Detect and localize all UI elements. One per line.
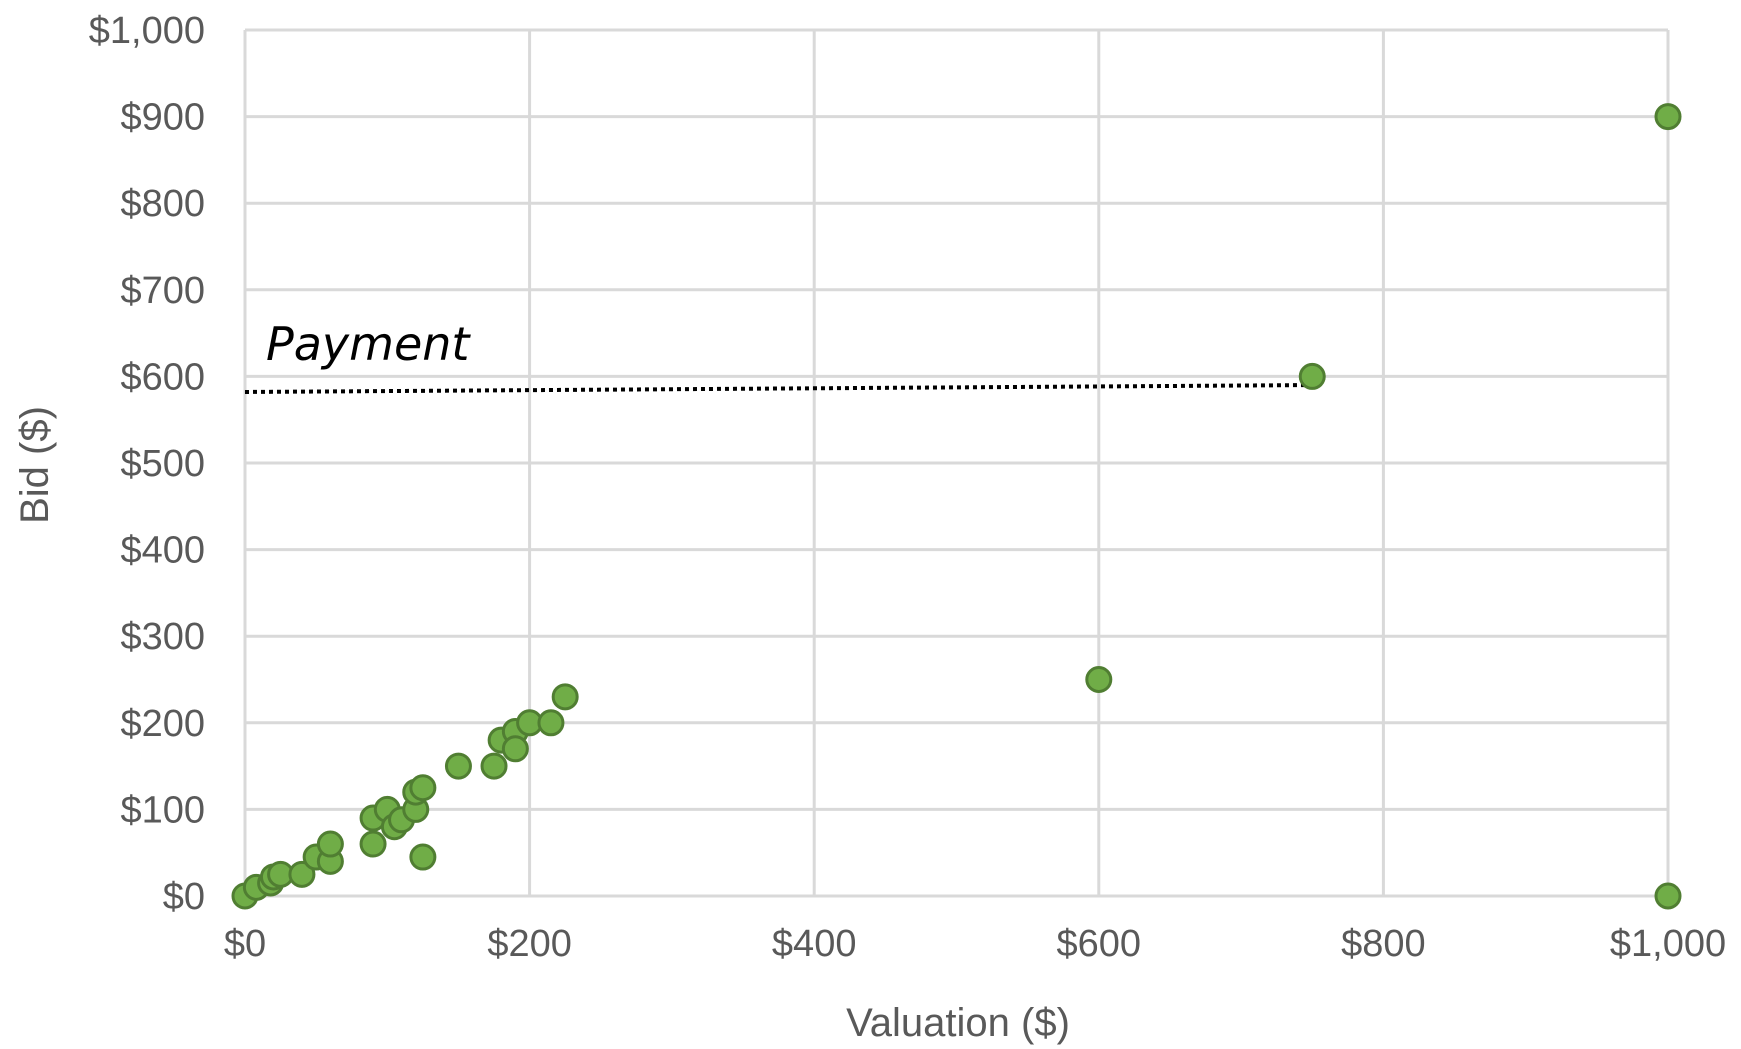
x-tick-label: $1,000 [1610, 923, 1726, 965]
data-point [1298, 362, 1326, 390]
x-tick-label: $200 [487, 923, 572, 965]
y-tick-label: $500 [120, 443, 205, 485]
x-tick-label: $400 [772, 923, 857, 965]
y-tick-label: $400 [120, 530, 205, 572]
y-tick-label: $600 [120, 356, 205, 398]
y-tick-label: $300 [120, 616, 205, 658]
data-point [409, 843, 437, 871]
payment-annotation: Payment [244, 317, 1313, 394]
data-point [537, 709, 565, 737]
x-tick-label: $0 [224, 923, 266, 965]
data-point [1654, 882, 1682, 910]
y-tick-label: $1,000 [89, 10, 205, 52]
y-tick-label: $800 [120, 183, 205, 225]
y-axis-title: Bid ($) [13, 406, 57, 524]
gridlines [243, 28, 1670, 898]
y-tick-label: $0 [163, 876, 205, 918]
data-point [359, 830, 387, 858]
x-axis-tick-labels: $0 $200 $400 $600 $800 $1,000 [224, 923, 1726, 965]
data-point [501, 735, 529, 763]
x-tick-label: $800 [1341, 923, 1426, 965]
x-axis-title: Valuation ($) [846, 1001, 1070, 1045]
data-point [316, 830, 344, 858]
data-points [231, 103, 1682, 910]
x-tick-label: $600 [1057, 923, 1142, 965]
data-point [551, 683, 579, 711]
y-axis-tick-labels: $0 $100 $200 $300 $400 $500 $600 $700 $800 $900 $1… [89, 10, 205, 918]
y-tick-label: $900 [120, 97, 205, 139]
payment-dotted-line [244, 383, 1313, 394]
y-tick-label: $100 [120, 789, 205, 831]
data-point [409, 774, 437, 802]
payment-label: Payment [266, 317, 471, 371]
data-point [1654, 103, 1682, 131]
data-point [444, 752, 472, 780]
data-point [1085, 666, 1113, 693]
y-tick-label: $200 [120, 703, 205, 745]
data-point [288, 860, 316, 888]
y-tick-label: $700 [120, 270, 205, 312]
data-point [480, 752, 508, 780]
